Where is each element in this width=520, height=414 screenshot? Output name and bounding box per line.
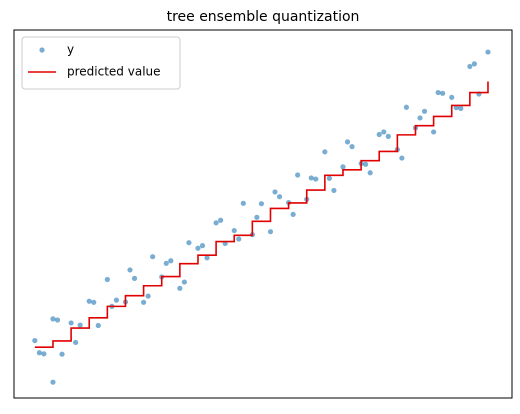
scatter-point bbox=[127, 267, 133, 273]
scatter-point bbox=[344, 139, 351, 145]
scatter-point bbox=[331, 187, 337, 194]
scatter-point bbox=[95, 322, 101, 329]
scatter-point bbox=[104, 276, 110, 283]
legend: y predicted value bbox=[21, 36, 181, 90]
scatter-point bbox=[308, 175, 314, 181]
plot-area bbox=[32, 49, 491, 385]
scatter-point bbox=[199, 243, 206, 249]
scatter-point bbox=[349, 144, 355, 150]
scatter-point bbox=[267, 229, 274, 235]
scatter-point bbox=[54, 317, 61, 323]
legend-label: predicted value bbox=[67, 65, 161, 79]
scatter-point bbox=[254, 214, 260, 220]
scatter-point bbox=[295, 172, 301, 178]
legend-label: y bbox=[67, 43, 74, 57]
scatter-point bbox=[471, 61, 477, 67]
scatter-point bbox=[417, 115, 423, 121]
scatter-point bbox=[326, 175, 332, 181]
scatter-point bbox=[168, 258, 174, 264]
scatter-point bbox=[340, 164, 346, 170]
scatter-point bbox=[181, 279, 187, 285]
scatter-point bbox=[376, 131, 382, 138]
scatter-point bbox=[449, 94, 455, 100]
legend-marker bbox=[39, 47, 45, 53]
scatter-point bbox=[313, 176, 319, 182]
scatter-point bbox=[236, 236, 242, 242]
scatter-point bbox=[435, 89, 441, 96]
scatter-point bbox=[140, 299, 147, 305]
scatter-point bbox=[231, 227, 237, 234]
scatter-point bbox=[177, 285, 183, 291]
step-line bbox=[34, 81, 489, 349]
scatter-point bbox=[322, 149, 328, 155]
chart-title: tree ensemble quantization bbox=[167, 9, 360, 25]
scatter-point bbox=[453, 105, 459, 111]
scatter-point bbox=[290, 211, 296, 217]
scatter-point bbox=[186, 240, 192, 246]
scatter-point bbox=[86, 298, 92, 304]
scatter-point bbox=[258, 201, 265, 207]
scatter-point bbox=[363, 161, 369, 167]
legend-box bbox=[21, 36, 181, 90]
scatter-point bbox=[399, 155, 405, 161]
scatter-point bbox=[59, 351, 65, 357]
scatter-point bbox=[440, 90, 446, 96]
scatter-point bbox=[240, 200, 246, 206]
scatter-point bbox=[150, 254, 156, 260]
scatter-point bbox=[218, 217, 224, 223]
scatter-point bbox=[77, 322, 83, 328]
scatter-point bbox=[36, 350, 42, 356]
scatter-point bbox=[272, 189, 278, 195]
scatter-point bbox=[131, 275, 138, 281]
scatter-point bbox=[381, 129, 387, 135]
axes-frame bbox=[13, 29, 513, 399]
scatter-point bbox=[50, 316, 56, 322]
scatter-point bbox=[32, 337, 38, 344]
scatter-point bbox=[421, 108, 428, 114]
scatter-point bbox=[431, 129, 437, 135]
scatter-point bbox=[163, 260, 169, 266]
scatter-point bbox=[213, 220, 219, 226]
scatter-point bbox=[50, 379, 56, 385]
scatter-point bbox=[145, 293, 151, 299]
scatter-point bbox=[41, 351, 47, 357]
scatter-point bbox=[113, 297, 120, 303]
scatter-point bbox=[385, 133, 391, 139]
scatter-point bbox=[403, 104, 410, 110]
scatter-point bbox=[204, 255, 210, 261]
scatter-point bbox=[467, 63, 473, 70]
scatter-point bbox=[367, 170, 373, 176]
scatter-point bbox=[458, 105, 464, 111]
scatter-point bbox=[68, 320, 74, 326]
scatter-point bbox=[91, 299, 97, 305]
scatter-point bbox=[195, 245, 201, 251]
scatter-point bbox=[276, 194, 283, 200]
scatter-point bbox=[73, 339, 79, 346]
scatter-point bbox=[485, 49, 491, 55]
